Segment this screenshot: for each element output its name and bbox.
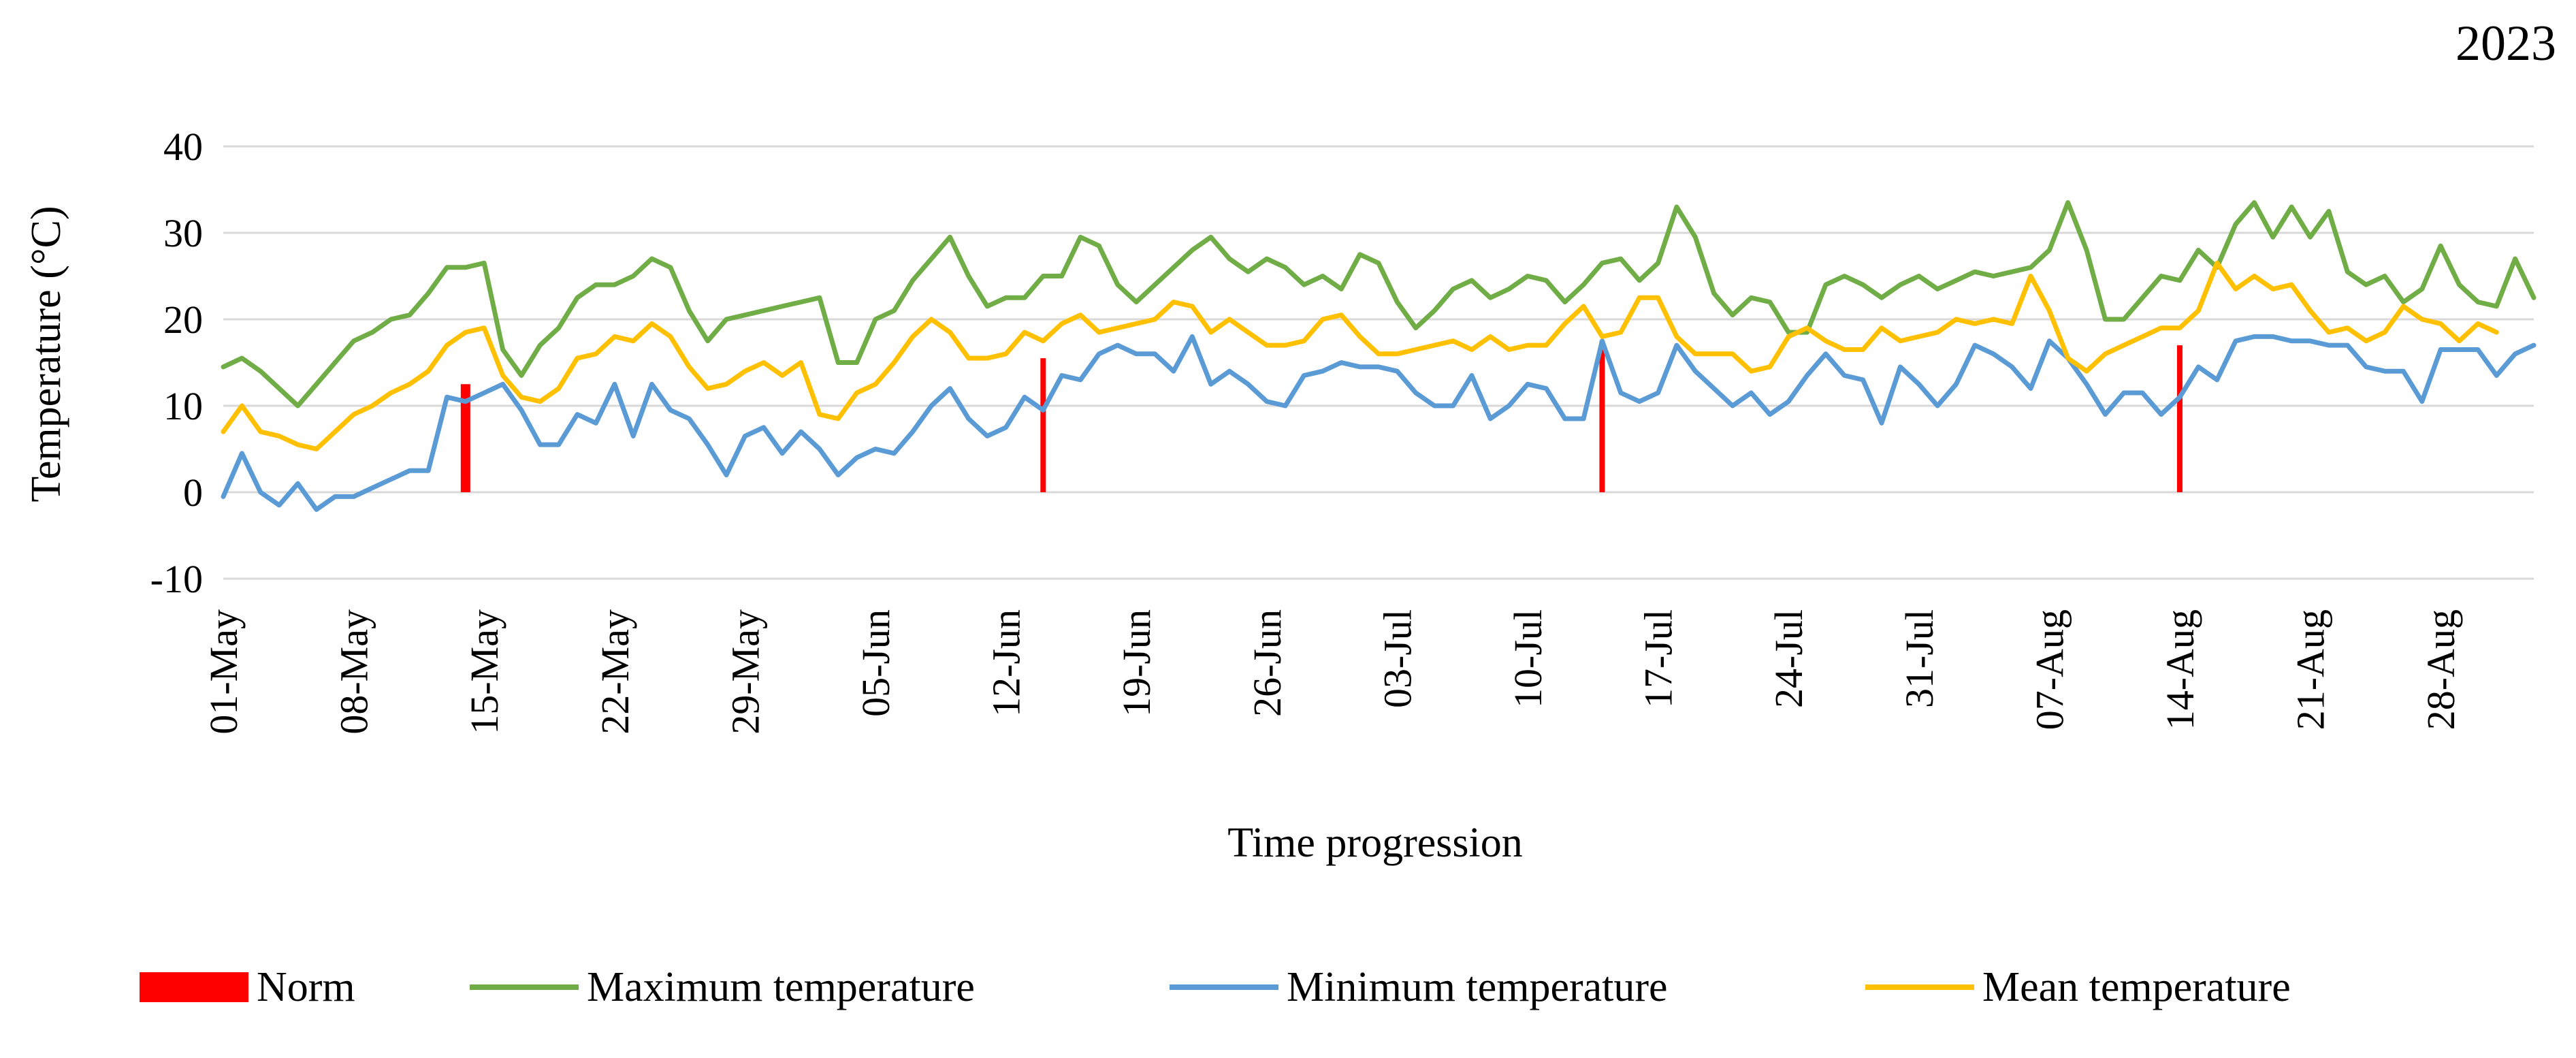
series-line-maximum-temperature (221, 200, 2537, 408)
legend: Norm Maximum temperature Minimum temperatu… (140, 964, 2291, 1010)
x-tick-label: 21-Aug (2289, 609, 2333, 730)
x-tick-label: 05-Jun (854, 609, 898, 717)
x-tick-label: 10-Jul (1506, 609, 1550, 708)
x-tick-label: 01-May (202, 609, 246, 735)
series-line-minimum-temperature (221, 334, 2537, 512)
chart-title: 2023 (2456, 16, 2556, 71)
series-line-mean-temperature (221, 260, 2499, 451)
x-axis-label: Time progression (1227, 820, 1522, 866)
y-tick-label: 20 (163, 298, 203, 342)
x-tick-label: 31-Jul (1897, 609, 1942, 708)
legend-item: Minimum temperature (1170, 964, 1668, 1010)
x-tick-label: 26-Jun (1245, 609, 1289, 717)
x-tick-label: 15-May (462, 609, 506, 735)
x-tick-label: 12-Jun (984, 609, 1029, 717)
x-tick-label: 28-Aug (2419, 609, 2463, 730)
y-tick-label: 10 (163, 384, 203, 428)
legend-item: Mean temperature (1865, 964, 2291, 1010)
y-axis-label: Temperature (°C) (23, 206, 69, 502)
x-tick-label: 24-Jul (1767, 609, 1811, 708)
x-tick-label: 03-Jul (1375, 609, 1419, 708)
gridlines (223, 145, 2534, 580)
x-tick-label: 22-May (593, 609, 637, 735)
legend-label: Norm (257, 964, 355, 1010)
legend-item: Maximum temperature (470, 964, 975, 1010)
legend-item: Norm (140, 964, 355, 1010)
y-tick-label: 30 (163, 211, 203, 255)
x-axis-ticks: 01-May 08-May 15-May 22-May 29-May 05-Jun 12-J… (202, 609, 2463, 735)
x-tick-label: 08-May (332, 609, 376, 735)
x-tick-label: 14-Aug (2158, 609, 2202, 730)
x-tick-label: 29-May (723, 609, 767, 735)
series-lines (221, 200, 2537, 512)
legend-label: Minimum temperature (1287, 964, 1668, 1010)
legend-label: Mean temperature (1982, 964, 2291, 1010)
y-tick-label: 0 (183, 470, 203, 515)
y-tick-label: 40 (163, 125, 203, 169)
x-tick-label: 19-Jun (1114, 609, 1159, 717)
legend-label: Maximum temperature (587, 964, 975, 1010)
x-tick-label: 17-Jul (1637, 609, 1681, 708)
legend-swatch (140, 972, 248, 1002)
x-tick-label: 07-Aug (2027, 609, 2072, 730)
y-tick-label: -10 (150, 557, 203, 601)
y-axis-ticks: -10 0 10 20 30 40 (150, 125, 203, 601)
